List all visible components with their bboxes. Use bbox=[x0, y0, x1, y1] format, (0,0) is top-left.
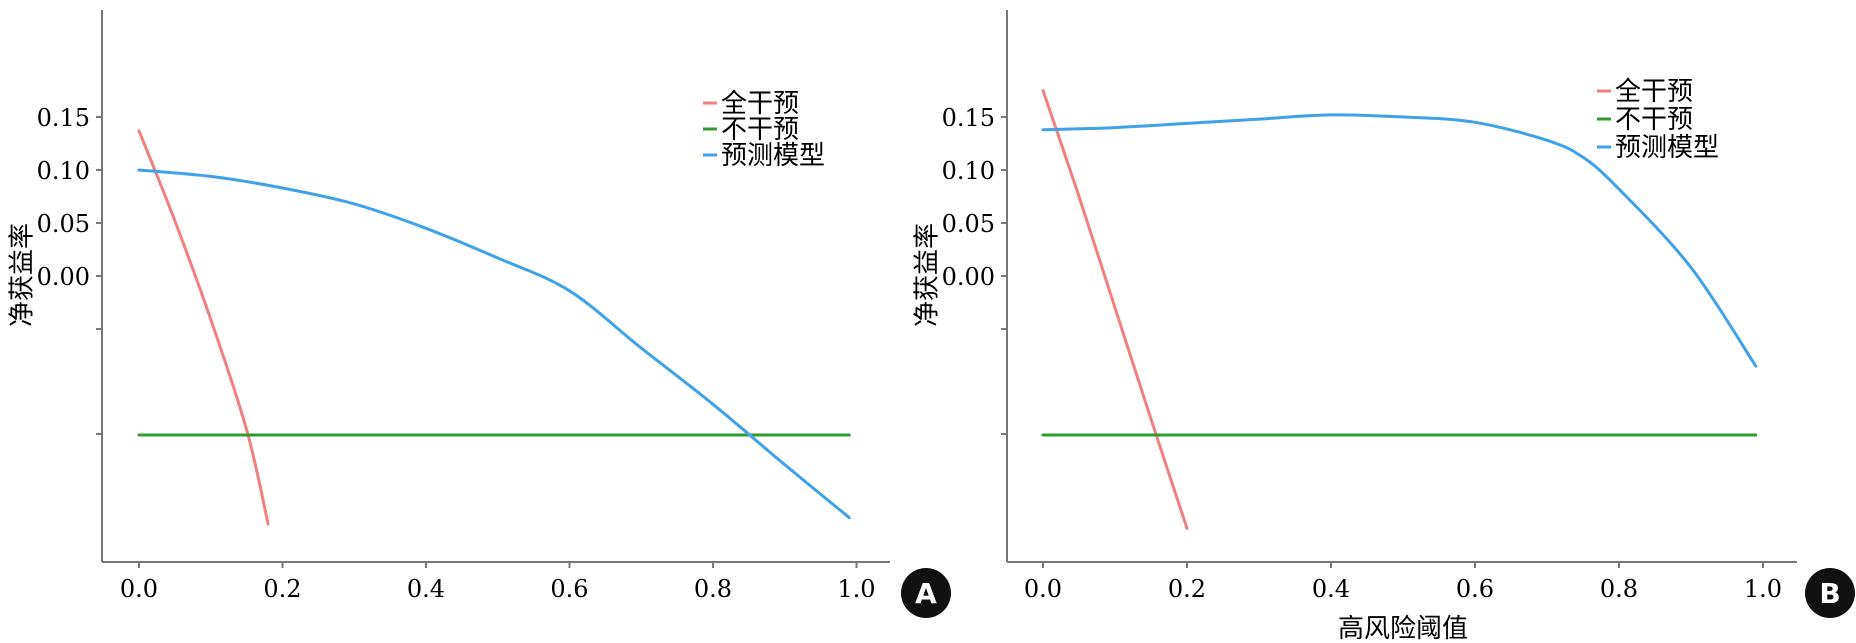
panel-b-x-tick-label: 1.0 bbox=[1744, 575, 1782, 603]
panel-a-badge-circle bbox=[901, 568, 951, 618]
panel-a-y-tick-label: 0.05 bbox=[37, 210, 90, 238]
panel-b-y-tick-label: 0.00 bbox=[942, 263, 995, 291]
panel-a-legend-label-none: 不干预 bbox=[721, 115, 799, 145]
panel-a-y-axis-title: 净获益率 bbox=[8, 223, 38, 327]
panel-b-legend: 全干预 不干预 预测模型 bbox=[1597, 77, 1719, 163]
panel-b-y-axis-title: 净获益率 bbox=[913, 223, 943, 327]
panel-b-x-axis-title: 高风险阈值 bbox=[1338, 614, 1468, 643]
panel-a-x-tick-label: 0.6 bbox=[550, 575, 588, 603]
panel-b-legend-label-all: 全干预 bbox=[1615, 77, 1693, 107]
panel-a-y-tick-label: 0.15 bbox=[37, 104, 90, 132]
panel-b-y-tick-label: 0.05 bbox=[942, 210, 995, 238]
panel-b-x-tick-label: 0.2 bbox=[1168, 575, 1206, 603]
panel-b-line-all-intervention bbox=[1041, 89, 1189, 530]
panel-a-x-tick-label: 0.8 bbox=[694, 575, 732, 603]
panel-a-y-tick-label: 0.00 bbox=[37, 263, 90, 291]
panel-a-legend-label-model: 预测模型 bbox=[721, 141, 825, 171]
panel-b-badge-circle bbox=[1805, 568, 1855, 618]
panel-a-x-tick-label: 0.4 bbox=[407, 575, 445, 603]
panel-b-legend-label-none: 不干预 bbox=[1615, 105, 1693, 135]
panel-b-badge: B bbox=[1805, 568, 1855, 618]
panel-a-x-tick-label: 0.2 bbox=[263, 575, 301, 603]
panel-a-badge-letter: A bbox=[915, 577, 937, 610]
panel-b-x-tick-label: 0.0 bbox=[1024, 575, 1062, 603]
panel-b-y-tick-label: 0.10 bbox=[942, 157, 995, 185]
panel-b-x-tick-label: 0.6 bbox=[1456, 575, 1494, 603]
panel-a-x-tick-label: 1.0 bbox=[837, 575, 875, 603]
panel-b-y-tick-label: 0.15 bbox=[942, 104, 995, 132]
panel-a-x-tick-label: 0.0 bbox=[120, 575, 158, 603]
panel-b-x-tick-label: 0.4 bbox=[1312, 575, 1350, 603]
panel-b-line-prediction-model bbox=[1041, 113, 1758, 368]
panel-a-line-all-intervention bbox=[137, 129, 270, 526]
panel-b-x-tick-label: 0.8 bbox=[1600, 575, 1638, 603]
panel-a-y-tick-label: 0.10 bbox=[37, 157, 90, 185]
panel-a-legend-label-all: 全干预 bbox=[721, 89, 799, 119]
panel-b-badge-letter: B bbox=[1819, 577, 1840, 610]
panel-a-badge: A bbox=[901, 568, 951, 618]
panel-a: 0.15 0.10 0.05 0.00 0.0 0.2 0.4 0.6 0.8 … bbox=[8, 10, 951, 618]
panel-a-line-prediction-model bbox=[137, 168, 851, 520]
panel-b-legend-label-model: 预测模型 bbox=[1615, 133, 1719, 163]
panel-b: 0.15 0.10 0.05 0.00 0.0 0.2 0.4 0.6 0.8 … bbox=[913, 10, 1855, 643]
panel-a-legend: 全干预 不干预 预测模型 bbox=[703, 89, 825, 171]
